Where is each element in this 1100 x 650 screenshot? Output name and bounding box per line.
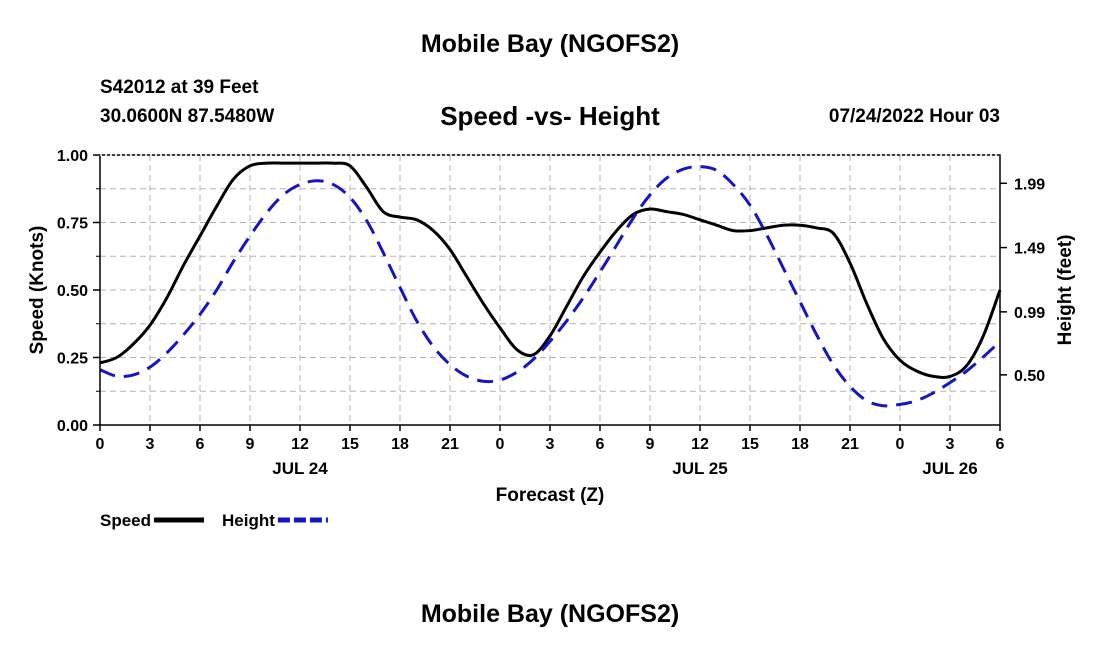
- chart-title: Mobile Bay (NGOFS2): [420, 30, 680, 58]
- station-label: S42012 at 39 Feet: [100, 77, 259, 98]
- y-right-tick-label: 1.49: [1014, 241, 1045, 258]
- y-left-axis-title: Speed (Knots): [27, 226, 48, 355]
- y-right-tick-label: 0.99: [1014, 305, 1045, 322]
- station-coordinates: 30.0600N 87.5480W: [100, 106, 275, 127]
- x-tick-label: 12: [691, 436, 709, 453]
- x-tick-label: 12: [291, 436, 309, 453]
- chart-subtitle: Speed -vs- Height: [440, 101, 660, 131]
- x-tick-label: 0: [496, 436, 505, 453]
- x-tick-label: 9: [646, 436, 655, 453]
- y-right-tick-label: 0.50: [1014, 368, 1045, 385]
- y-right-tick-label: 1.99: [1014, 176, 1045, 193]
- y-left-tick-label: 1.00: [57, 148, 88, 165]
- axis-labels: 0 3 6 9 12 15 18 21 0 3 6 9 12 15 18 21 0 3 6 0.00 0.25 0.50 0…: [27, 148, 1076, 506]
- x-tick-label: 6: [996, 436, 1005, 453]
- series-layer: [99, 161, 1002, 408]
- forecast-datetime: 07/24/2022 Hour 03: [828, 106, 1000, 127]
- legend: Speed Height: [100, 511, 328, 530]
- y-left-tick-label: 0.75: [57, 216, 88, 233]
- x-tick-label: 6: [596, 436, 605, 453]
- series-line-speed: [99, 161, 1002, 379]
- axis-ticks: [93, 154, 1007, 431]
- y-left-tick-label: 0.50: [57, 283, 88, 300]
- grid: [100, 155, 1000, 425]
- x-tick-label: 15: [741, 436, 759, 453]
- x-tick-label: 21: [841, 436, 859, 453]
- footer-title: Mobile Bay (NGOFS2): [420, 600, 680, 628]
- x-tick-label: 0: [896, 436, 905, 453]
- x-day-label: JUL 25: [672, 459, 727, 478]
- x-axis-title: Forecast (Z): [496, 485, 605, 506]
- x-tick-label: 9: [246, 436, 255, 453]
- x-tick-label: 3: [946, 436, 955, 453]
- x-tick-label: 6: [196, 436, 205, 453]
- legend-label: Speed: [100, 511, 151, 530]
- y-right-axis-title: Height (feet): [1055, 235, 1076, 346]
- y-left-tick-label: 0.00: [57, 418, 88, 435]
- x-tick-label: 3: [146, 436, 155, 453]
- x-day-label: JUL 26: [922, 459, 977, 478]
- x-tick-label: 15: [341, 436, 359, 453]
- x-tick-label: 21: [441, 436, 459, 453]
- x-tick-label: 18: [391, 436, 409, 453]
- x-day-label: JUL 24: [272, 459, 328, 478]
- legend-label: Height: [222, 511, 275, 530]
- x-tick-label: 3: [546, 436, 555, 453]
- x-tick-label: 0: [96, 436, 105, 453]
- y-left-tick-label: 0.25: [57, 351, 88, 368]
- x-tick-label: 18: [791, 436, 809, 453]
- series-line-height: [99, 165, 1002, 408]
